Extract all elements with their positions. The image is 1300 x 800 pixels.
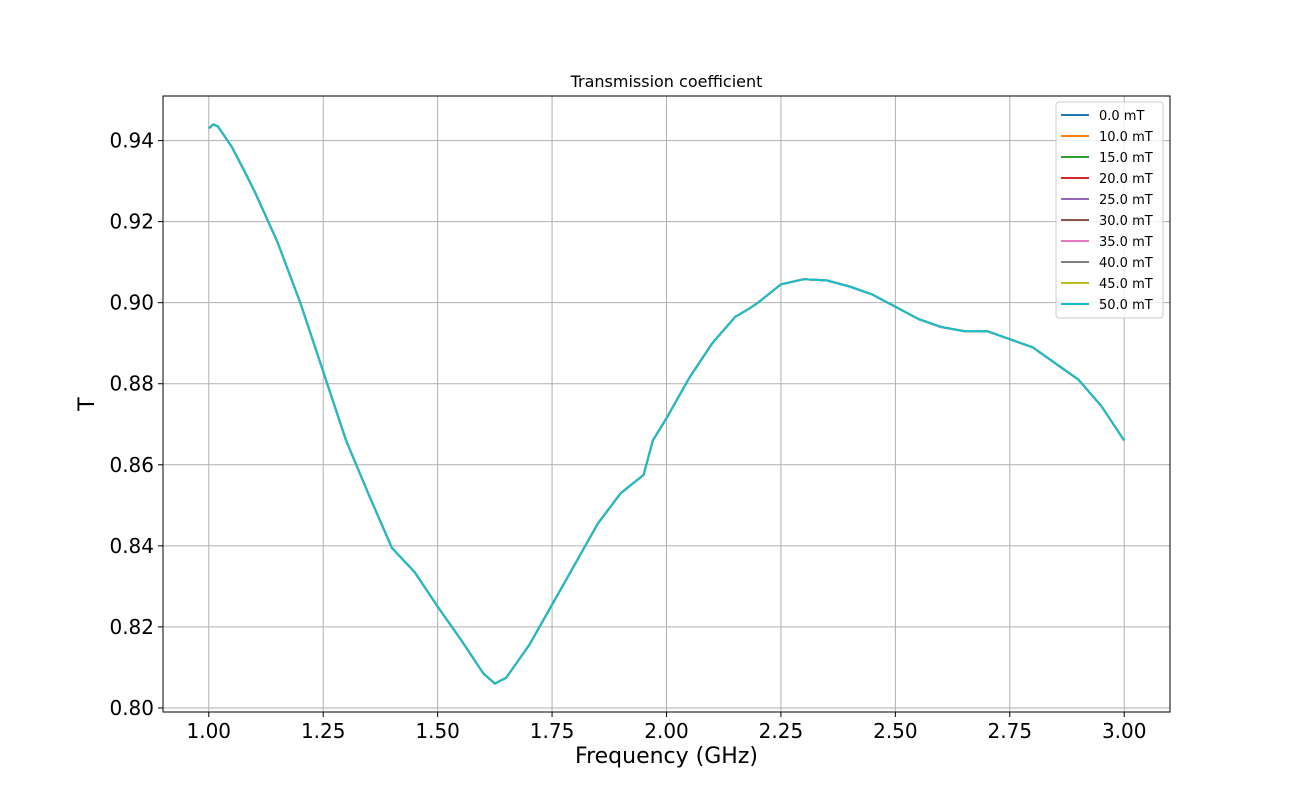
- x-axis-label: Frequency (GHz): [575, 744, 758, 769]
- legend-label: 10.0 mT: [1099, 130, 1153, 145]
- y-tick-label: 0.86: [109, 453, 154, 477]
- chart-title: Transmission coefficient: [570, 72, 763, 91]
- legend-label: 45.0 mT: [1099, 277, 1153, 292]
- x-tick-label: 1.00: [187, 719, 232, 743]
- legend-label: 35.0 mT: [1099, 235, 1153, 250]
- y-tick-label: 0.90: [109, 291, 154, 315]
- x-tick-label: 2.25: [759, 719, 804, 743]
- x-tick-label: 1.75: [530, 719, 575, 743]
- legend-label: 15.0 mT: [1099, 151, 1153, 166]
- x-tick-label: 3.00: [1102, 719, 1147, 743]
- y-tick-label: 0.92: [109, 210, 154, 234]
- legend-label: 25.0 mT: [1099, 193, 1153, 208]
- x-tick-label: 2.75: [988, 719, 1033, 743]
- legend-label: 30.0 mT: [1099, 214, 1153, 229]
- x-tick-label: 1.25: [301, 719, 346, 743]
- y-tick-label: 0.94: [109, 129, 154, 153]
- x-tick-label: 2.50: [873, 719, 918, 743]
- y-tick-label: 0.82: [109, 615, 154, 639]
- y-tick-label: 0.84: [109, 534, 154, 558]
- series-lines: [208, 123, 1126, 685]
- x-tick-label: 2.00: [644, 719, 689, 743]
- y-tick-label: 0.80: [109, 696, 154, 720]
- y-axis-label: T: [75, 397, 100, 412]
- grid: [163, 96, 1170, 712]
- legend-label: 40.0 mT: [1099, 256, 1153, 271]
- legend-label: 0.0 mT: [1099, 109, 1144, 124]
- legend-label: 50.0 mT: [1099, 298, 1153, 313]
- y-tick-label: 0.88: [109, 372, 154, 396]
- axis-ticks: 1.00 1.25 1.50 1.75 2.00 2.25 2.50 2.75 3.00 0.80…: [109, 129, 1146, 743]
- x-tick-label: 1.50: [415, 719, 460, 743]
- series-line: [208, 123, 1126, 685]
- legend-label: 20.0 mT: [1099, 172, 1153, 187]
- legend: 0.0 mT 10.0 mT 15.0 mT 20.0 mT 25.0 mT 30.0 m…: [1055, 101, 1164, 319]
